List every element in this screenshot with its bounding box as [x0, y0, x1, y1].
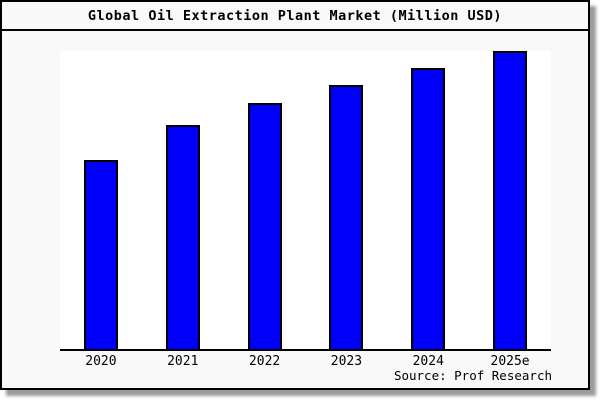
x-tick-label-2022: 2022	[248, 354, 281, 369]
chart-figure: Global Oil Extraction Plant Market (Mill…	[0, 0, 590, 390]
bar-2021	[165, 124, 200, 349]
chart-title: Global Oil Extraction Plant Market (Mill…	[2, 2, 588, 31]
x-tick-label-2025e: 2025e	[490, 354, 530, 369]
source-note: Source: Prof Research	[393, 368, 552, 383]
bar-2022	[247, 102, 282, 349]
x-tick-label-2024: 2024	[412, 354, 444, 369]
bar-2020	[83, 160, 118, 349]
x-tick-label-2020: 2020	[85, 354, 117, 369]
bar-2024	[411, 68, 446, 349]
x-tick-label-2021: 2021	[167, 354, 199, 369]
bar-2023	[329, 84, 364, 349]
bar-2025e	[493, 51, 528, 349]
x-tick-label-2023: 2023	[330, 354, 363, 369]
x-axis-labels: 2020 2021 2022 2023 2024 2025e	[60, 353, 551, 371]
plot-area	[60, 51, 551, 351]
